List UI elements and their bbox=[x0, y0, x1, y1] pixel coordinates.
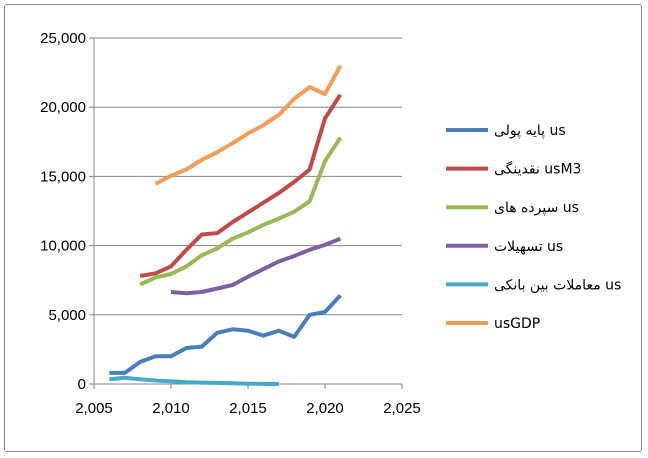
x-axis-ticks: 2,005 2,010 2,015 2,020 2,025 bbox=[75, 384, 421, 417]
series-line-6 bbox=[154, 64, 343, 186]
series-line-1 bbox=[109, 294, 342, 375]
legend-item: پایه پولی us bbox=[446, 123, 566, 139]
legend: پایه پولی us نقدینگی usM3 سپرده های us تسهی… bbox=[446, 123, 621, 332]
y-tick-label: 10,000 bbox=[40, 238, 86, 255]
y-tick-label: 0 bbox=[78, 376, 86, 393]
legend-label: سپرده های us bbox=[494, 200, 579, 216]
legend-label: معاملات بین بانکی us bbox=[494, 277, 621, 293]
legend-label: usGDP bbox=[494, 316, 540, 332]
x-tick-label: 2,015 bbox=[229, 400, 267, 417]
y-tick-label: 20,000 bbox=[40, 99, 86, 116]
series-line-5 bbox=[109, 375, 279, 386]
y-tick-label: 5,000 bbox=[48, 307, 86, 324]
legend-label: پایه پولی us bbox=[494, 123, 566, 139]
series-line-3 bbox=[139, 136, 343, 287]
x-tick-label: 2,025 bbox=[383, 400, 421, 417]
y-tick-label: 15,000 bbox=[40, 168, 86, 185]
y-axis-ticks: 0 5,000 10,000 15,000 20,000 25,000 bbox=[40, 30, 94, 393]
legend-item: سپرده های us bbox=[446, 200, 579, 216]
x-tick-label: 2,020 bbox=[306, 400, 344, 417]
legend-label: نقدینگی usM3 bbox=[494, 161, 581, 178]
series-lines bbox=[109, 64, 343, 386]
y-tick-label: 25,000 bbox=[40, 30, 86, 47]
legend-item: usGDP bbox=[446, 316, 540, 332]
x-tick-label: 2,005 bbox=[75, 400, 113, 417]
legend-item: نقدینگی usM3 bbox=[446, 161, 581, 178]
legend-label: تسهیلات us bbox=[494, 239, 563, 255]
legend-item: تسهیلات us bbox=[446, 239, 563, 255]
x-tick-label: 2,010 bbox=[152, 400, 190, 417]
legend-item: معاملات بین بانکی us bbox=[446, 277, 621, 293]
gridlines bbox=[94, 37, 402, 316]
series-line-4 bbox=[170, 236, 342, 296]
series-line-2 bbox=[139, 93, 343, 278]
